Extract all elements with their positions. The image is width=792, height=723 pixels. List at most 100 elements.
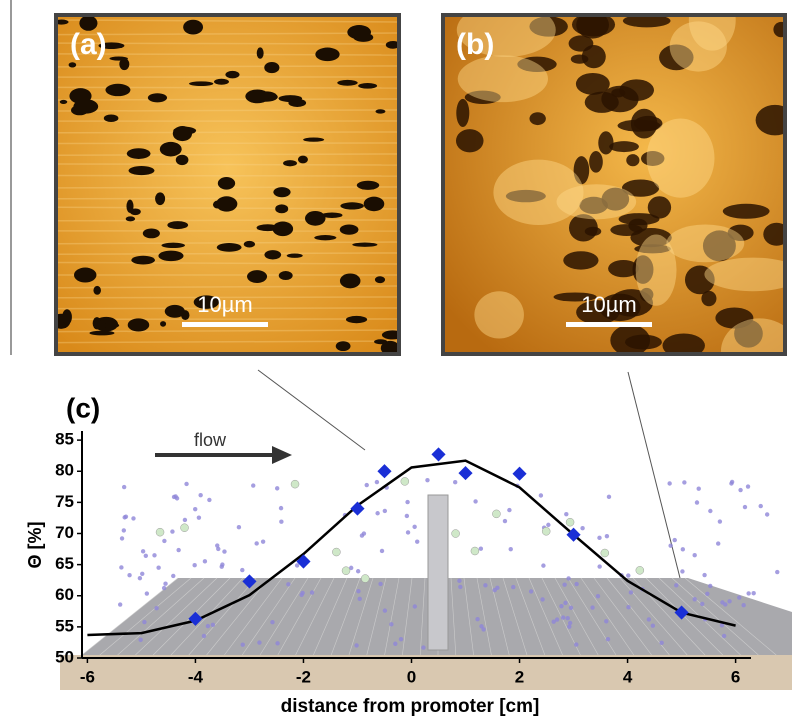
pit: [244, 241, 255, 248]
pit: [576, 73, 610, 95]
pit: [279, 95, 303, 102]
data-point: [458, 466, 472, 480]
molecule: [181, 524, 189, 532]
molecule: [738, 488, 742, 492]
molecule: [564, 512, 568, 516]
molecule: [406, 530, 410, 534]
stripe: [58, 66, 397, 67]
pit: [131, 256, 155, 265]
pit: [589, 151, 603, 173]
pit: [340, 202, 363, 209]
molecule: [118, 602, 122, 606]
scale-label: 10µm: [581, 292, 636, 317]
pit: [619, 79, 654, 101]
molecule: [154, 606, 158, 610]
molecule: [192, 563, 196, 567]
molecule: [163, 582, 167, 586]
molecule: [202, 634, 206, 638]
molecule: [356, 589, 360, 593]
pit: [89, 331, 114, 336]
plateau: [666, 224, 744, 262]
x-tick-label: -4: [188, 667, 204, 686]
molecule: [746, 484, 750, 488]
molecule: [682, 480, 686, 484]
pit: [314, 235, 336, 240]
stripe: [58, 143, 397, 144]
molecule: [401, 477, 409, 485]
pit: [346, 316, 367, 323]
molecule: [127, 573, 131, 577]
molecule: [156, 566, 160, 570]
pit: [257, 47, 264, 58]
pit: [340, 224, 359, 234]
molecule: [412, 525, 416, 529]
molecule: [597, 536, 601, 540]
stripe: [58, 110, 397, 111]
x-tick-label: -2: [296, 667, 311, 686]
molecule: [120, 536, 124, 540]
molecule: [479, 547, 483, 551]
plateau: [458, 55, 548, 102]
pit: [109, 56, 128, 60]
molecule: [171, 574, 175, 578]
pit: [321, 212, 342, 218]
molecule: [539, 493, 543, 497]
pit: [337, 80, 357, 86]
molecule: [722, 634, 726, 638]
molecule: [141, 549, 145, 553]
pit: [161, 243, 185, 248]
molecule: [415, 539, 419, 543]
pit: [126, 216, 135, 221]
pit: [375, 109, 385, 113]
pit: [173, 126, 192, 141]
molecule: [457, 579, 461, 583]
pit: [303, 137, 324, 141]
pit: [183, 20, 203, 35]
molecule: [746, 591, 750, 595]
molecule: [626, 605, 630, 609]
molecule: [473, 499, 477, 503]
pit: [340, 273, 361, 288]
molecule: [332, 548, 340, 556]
molecule: [626, 573, 630, 577]
molecule: [220, 562, 224, 566]
molecule: [193, 507, 197, 511]
pit: [167, 221, 188, 229]
molecule: [405, 500, 409, 504]
pit: [160, 142, 182, 157]
pit: [273, 187, 290, 197]
molecule: [251, 483, 255, 487]
molecule: [383, 509, 387, 513]
molecule: [184, 482, 188, 486]
pit: [247, 270, 267, 283]
molecule: [751, 591, 755, 595]
molecule: [566, 518, 574, 526]
molecule: [541, 563, 545, 567]
molecule: [659, 641, 663, 645]
molecule: [405, 514, 409, 518]
pit: [214, 79, 229, 85]
molecule: [145, 591, 149, 595]
molecule: [144, 554, 148, 558]
zoom-line: [258, 370, 365, 450]
molecule: [511, 585, 515, 589]
y-tick-label: 70: [55, 523, 74, 542]
pit: [73, 99, 98, 113]
scale-bar: [182, 322, 268, 327]
pit: [315, 48, 339, 62]
molecule: [142, 620, 146, 624]
pit: [104, 114, 119, 122]
y-axis-title: Θ [%]: [25, 522, 45, 569]
pit: [176, 155, 189, 165]
molecule: [695, 500, 699, 504]
molecule: [601, 549, 609, 557]
plateau: [474, 291, 524, 338]
molecule: [604, 619, 608, 623]
molecule: [681, 547, 685, 551]
molecule: [170, 529, 174, 533]
molecule: [131, 516, 135, 520]
molecule: [507, 508, 511, 512]
stripe: [58, 132, 397, 133]
pit: [264, 62, 279, 73]
pit: [618, 120, 661, 132]
